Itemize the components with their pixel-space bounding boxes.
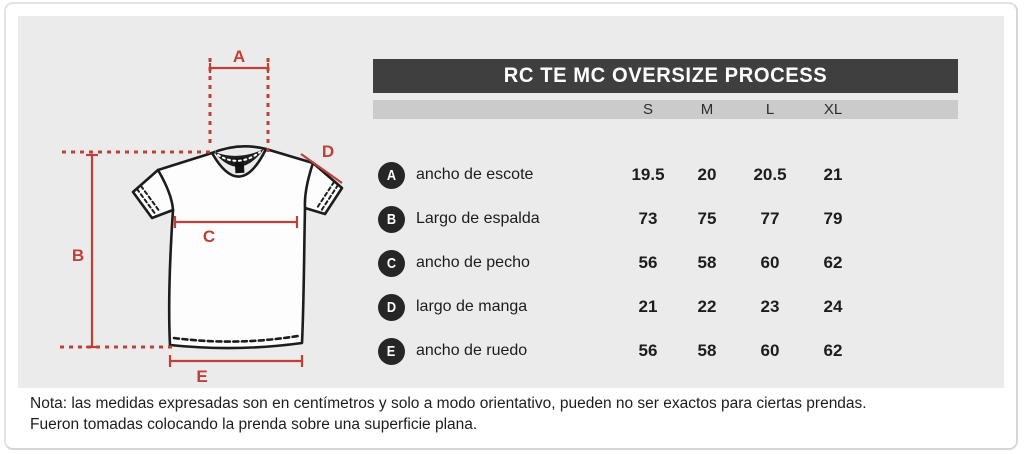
dimension-e-label: E	[196, 367, 207, 386]
measure-value-m: 20	[697, 165, 717, 184]
measure-row-head: D largo de manga	[373, 293, 618, 321]
table-row: B Largo de espalda 73 75 77 79	[373, 197, 958, 241]
dimension-c-label: C	[203, 227, 215, 246]
measure-letter-badge: C	[378, 249, 405, 277]
dimension-lines	[60, 58, 343, 367]
measure-label: Largo de espalda	[416, 210, 540, 227]
table-rows: A ancho de escote 19.5 20 20.5 21 B Larg…	[373, 153, 958, 373]
table-title: RC TE MC OVERSIZE PROCESS	[503, 64, 828, 87]
table-title-bar: RC TE MC OVERSIZE PROCESS	[373, 59, 958, 93]
measure-value-l: 20.5	[753, 165, 787, 184]
measure-label: largo de manga	[416, 298, 528, 315]
dimension-e-line	[168, 355, 304, 367]
size-header-xl: XL	[823, 101, 843, 118]
table-row: A ancho de escote 19.5 20 20.5 21	[373, 153, 958, 197]
measure-value-s: 56	[638, 253, 658, 272]
measure-value-l: 60	[760, 341, 780, 360]
table-row: D largo de manga 21 22 23 24	[373, 285, 958, 329]
measure-letter-badge: D	[378, 293, 405, 321]
measure-value-xl: 21	[823, 165, 843, 184]
measure-value-xl: 62	[823, 341, 843, 360]
measure-letter-badge: A	[378, 161, 405, 189]
size-header-m: M	[700, 101, 714, 118]
size-header-l: L	[765, 101, 775, 118]
measure-row-head: B Largo de espalda	[373, 205, 618, 233]
measurement-note: Nota: las medidas expresadas son en cent…	[30, 393, 867, 435]
size-header-s: S	[642, 101, 653, 118]
table-row: C ancho de pecho 56 58 60 62	[373, 241, 958, 285]
size-header-row: S M L XL	[373, 100, 958, 119]
measure-value-s: 19.5	[631, 165, 665, 184]
measure-value-s: 56	[638, 341, 658, 360]
collar-tag	[234, 157, 245, 174]
note-line-2: Fueron tomadas colocando la prenda sobre…	[30, 416, 478, 433]
measure-value-m: 58	[697, 341, 717, 360]
dimension-a-line	[208, 58, 270, 152]
measure-value-l: 77	[760, 209, 780, 228]
dimension-a-label: A	[233, 47, 245, 66]
size-table: RC TE MC OVERSIZE PROCESS S M L XL A anc…	[373, 59, 958, 373]
measure-label: ancho de escote	[416, 166, 534, 183]
dimension-d-label: D	[322, 142, 334, 161]
measure-letter-badge: E	[378, 337, 405, 365]
measure-row-head: E ancho de ruedo	[373, 337, 618, 365]
measure-label: ancho de ruedo	[416, 342, 528, 359]
measure-label: ancho de pecho	[416, 254, 530, 271]
measure-value-xl: 62	[823, 253, 843, 272]
measure-letter: D	[386, 298, 397, 316]
measure-letter: A	[386, 166, 397, 184]
measure-row-head: A ancho de escote	[373, 161, 618, 189]
measure-letter: C	[386, 254, 397, 272]
measure-value-s: 21	[638, 297, 658, 316]
dimension-b-label: B	[72, 246, 84, 265]
measure-value-xl: 24	[823, 297, 843, 316]
dimension-b-line	[60, 150, 216, 349]
measure-row-head: C ancho de pecho	[373, 249, 618, 277]
dimension-d-line	[300, 153, 343, 184]
measure-value-m: 22	[697, 297, 717, 316]
measure-letter-badge: B	[378, 205, 405, 233]
measure-value-l: 23	[760, 297, 780, 316]
dimension-c-line	[173, 216, 299, 228]
tshirt-measurement-diagram: A B C D E	[60, 47, 344, 386]
note-line-1: Nota: las medidas expresadas son en cent…	[30, 395, 867, 412]
measure-value-xl: 79	[823, 209, 843, 228]
table-row: E ancho de ruedo 56 58 60 62	[373, 329, 958, 373]
measure-letter: B	[386, 210, 397, 228]
measure-value-s: 73	[638, 209, 658, 228]
measure-value-m: 75	[697, 209, 717, 228]
measure-value-l: 60	[760, 253, 780, 272]
tshirt-outline	[131, 144, 344, 350]
measure-letter: E	[387, 342, 396, 360]
measure-value-m: 58	[697, 253, 717, 272]
dimension-letters: A B C D E	[72, 47, 334, 386]
